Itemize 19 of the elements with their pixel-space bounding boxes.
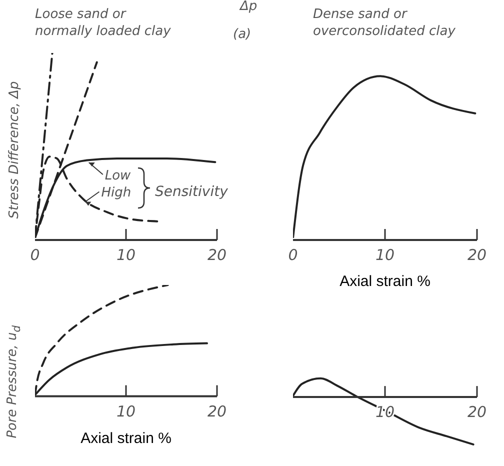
x-tick-label: 20 [207,402,227,420]
x-tick-label: 10 [116,402,136,420]
series-label: High [101,186,132,201]
chart-title: Dense sand or overconsolidated clay [313,6,456,40]
x-tick-label: 20 [467,246,487,264]
series-label: Low [104,168,132,184]
x-axis-title: Axial strain % [80,430,172,448]
chart-title: Loose sand or normally loaded clay [35,6,172,40]
text: Δp [239,0,258,14]
x-axis-title: Axial strain % [338,273,432,290]
x-tick-label: 10 [375,246,395,264]
x-tick-label: 20 [467,403,487,422]
x-tick-label: 0 [30,246,40,264]
x-tick-label: 20 [207,246,227,264]
annotation: Sensitivity [155,184,229,200]
text: (a) [233,27,252,42]
x-tick-label: 0 [288,246,298,264]
x-tick-label: 10 [116,246,136,264]
y-axis-title: Stress Difference, Δp [6,80,23,221]
